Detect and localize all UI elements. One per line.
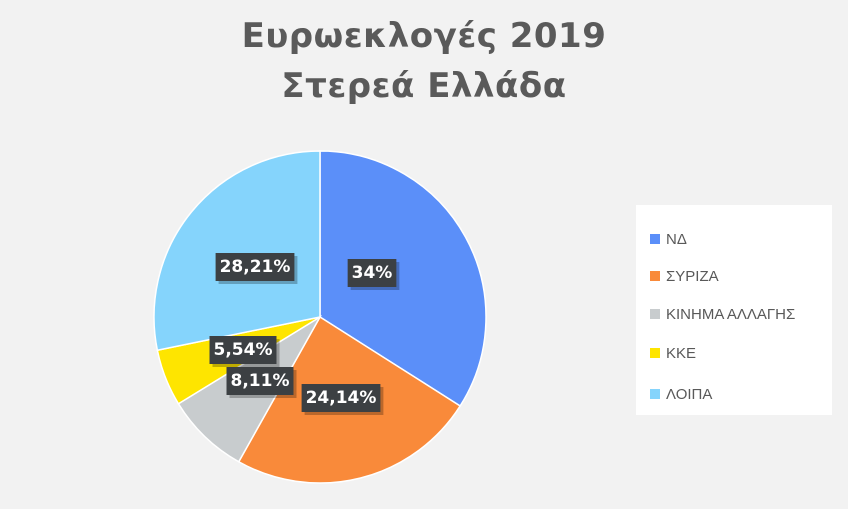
- svg-text:8,11%: 8,11%: [231, 371, 290, 391]
- pie-data-labels: 34% 24,14% 8,11% 5,54% 28,21%: [209, 253, 400, 415]
- legend-item-4: ΚΚΕ: [650, 342, 696, 364]
- legend-item-1: ΝΔ: [650, 228, 687, 250]
- pie-slice-1: [319, 150, 487, 407]
- legend-label: ΚΚΕ: [666, 344, 697, 362]
- chart-title-line-2: Στερεά Ελλάδα: [281, 66, 567, 106]
- svg-text:28,21%: 28,21%: [220, 257, 291, 277]
- pie-slice-5: [153, 150, 321, 352]
- data-label-1: 34%: [347, 259, 400, 290]
- chart-title-line-1: Ευρωεκλογές 2019: [241, 16, 607, 56]
- data-label-2: 24,14%: [301, 384, 384, 415]
- svg-text:24,14%: 24,14%: [306, 388, 377, 408]
- svg-text:5,54%: 5,54%: [214, 340, 273, 360]
- pie-slices: [153, 150, 487, 484]
- legend-swatch: [650, 271, 660, 281]
- legend-swatch: [650, 389, 660, 399]
- legend: ΝΔ ΣΥΡΙΖΑ ΚΙΝΗΜΑ ΑΛΛΑΓΗΣ ΚΚΕ ΛΟΙΠΑ: [636, 205, 832, 415]
- legend-swatch: [650, 234, 660, 244]
- legend-item-2: ΣΥΡΙΖΑ: [650, 265, 719, 287]
- data-label-4: 5,54%: [209, 336, 280, 367]
- legend-swatch: [650, 348, 660, 358]
- legend-label: ΣΥΡΙΖΑ: [666, 267, 719, 285]
- legend-label: ΛΟΙΠΑ: [666, 385, 713, 403]
- data-label-5: 28,21%: [215, 253, 298, 284]
- legend-item-3: ΚΙΝΗΜΑ ΑΛΛΑΓΗΣ: [650, 303, 795, 325]
- legend-item-5: ΛΟΙΠΑ: [650, 383, 712, 405]
- legend-label: ΝΔ: [666, 230, 687, 248]
- legend-swatch: [650, 309, 660, 319]
- data-label-3: 8,11%: [226, 367, 297, 398]
- legend-label: ΚΙΝΗΜΑ ΑΛΛΑΓΗΣ: [666, 305, 796, 323]
- svg-text:34%: 34%: [352, 263, 393, 283]
